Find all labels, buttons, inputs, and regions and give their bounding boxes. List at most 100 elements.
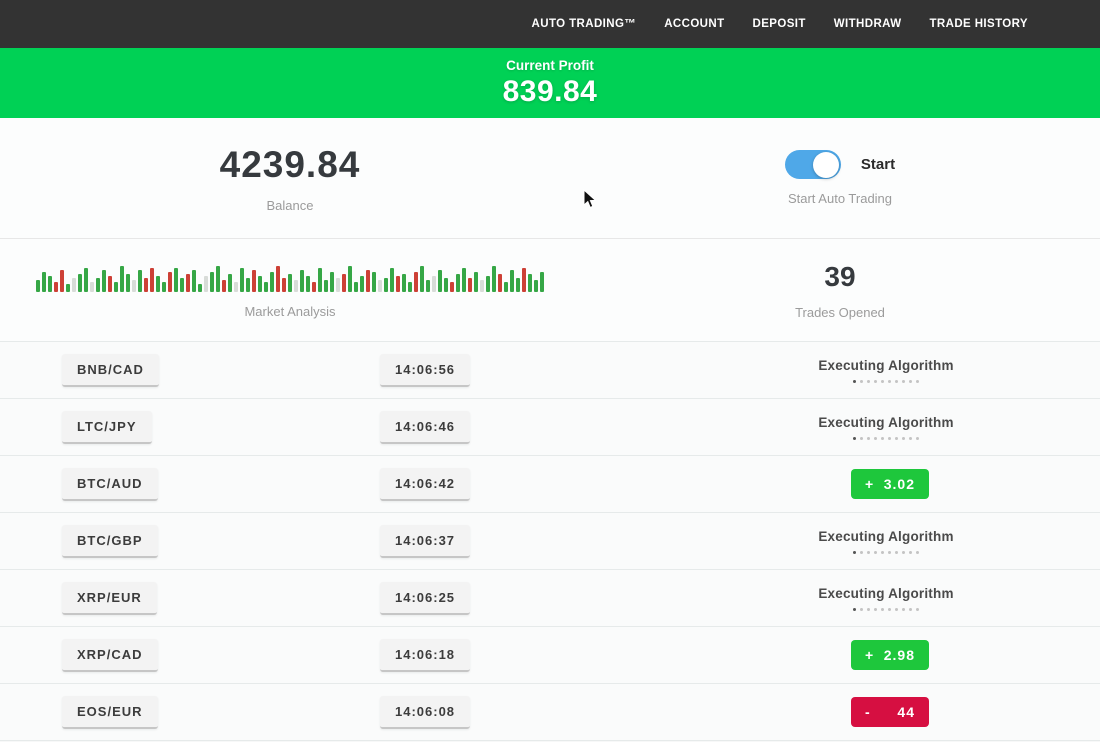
market-bar bbox=[96, 277, 100, 292]
profit-badge: +2.98 bbox=[851, 640, 929, 670]
progress-dot bbox=[916, 607, 919, 611]
market-bar bbox=[174, 267, 178, 292]
trades-opened-value: 39 bbox=[824, 260, 856, 292]
nav-item-withdraw[interactable]: WITHDRAW bbox=[833, 18, 902, 30]
market-bar bbox=[330, 271, 334, 292]
market-bar bbox=[132, 279, 136, 292]
progress-dot bbox=[860, 379, 863, 383]
progress-dot bbox=[909, 550, 912, 554]
current-profit-banner: Current Profit 839.84 bbox=[0, 48, 1100, 118]
nav-item-deposit[interactable]: DEPOSIT bbox=[752, 18, 806, 30]
toggle-knob bbox=[813, 151, 840, 178]
market-bar bbox=[90, 281, 94, 292]
market-bar bbox=[450, 281, 454, 292]
market-bar bbox=[462, 267, 466, 292]
executing-status: Executing Algorithm bbox=[818, 586, 953, 611]
market-bar bbox=[156, 275, 160, 292]
market-bar bbox=[498, 273, 502, 292]
market-bar bbox=[516, 277, 520, 292]
market-bar bbox=[348, 265, 352, 292]
market-bar bbox=[60, 269, 64, 292]
time-badge: 14:06:37 bbox=[380, 524, 471, 558]
progress-dot bbox=[895, 436, 898, 440]
market-bar bbox=[186, 273, 190, 292]
loss-badge: - 44 bbox=[851, 697, 929, 727]
market-bar bbox=[360, 275, 364, 292]
progress-dot bbox=[874, 379, 877, 383]
market-bar bbox=[138, 269, 142, 292]
trades-opened-label: Trades Opened bbox=[795, 304, 885, 320]
trade-row: BTC/GBP 14:06:37 Executing Algorithm bbox=[0, 513, 1100, 570]
market-bar bbox=[216, 265, 220, 292]
top-navbar: AUTO TRADING™ ACCOUNT DEPOSIT WITHDRAW TRADE… bbox=[0, 0, 1100, 48]
progress-dot bbox=[853, 379, 856, 383]
progress-dot bbox=[874, 436, 877, 440]
market-bar bbox=[354, 281, 358, 292]
pair-badge: EOS/EUR bbox=[62, 695, 158, 729]
progress-dot bbox=[874, 607, 877, 611]
progress-dot bbox=[860, 436, 863, 440]
nav-item-trade-history[interactable]: TRADE HISTORY bbox=[929, 18, 1028, 30]
market-bar bbox=[366, 269, 370, 292]
balance-value: 4239.84 bbox=[219, 143, 361, 185]
trade-row: LTC/JPY 14:06:46 Executing Algorithm bbox=[0, 399, 1100, 456]
market-bar bbox=[456, 273, 460, 292]
auto-trading-toggle[interactable] bbox=[784, 150, 841, 179]
progress-dot bbox=[888, 379, 891, 383]
progress-dot bbox=[909, 379, 912, 383]
trade-row: BNB/CAD 14:06:56 Executing Algorithm bbox=[0, 342, 1100, 399]
nav-item-account[interactable]: ACCOUNT bbox=[664, 18, 725, 30]
time-badge: 14:06:18 bbox=[380, 638, 471, 672]
market-bar bbox=[534, 279, 538, 292]
market-bar bbox=[84, 267, 88, 292]
result-value: 2.98 bbox=[883, 647, 915, 663]
market-bar bbox=[522, 267, 526, 292]
market-row: Market Analysis 39 Trades Opened bbox=[0, 238, 1100, 341]
executing-label: Executing Algorithm bbox=[818, 585, 954, 601]
market-bar bbox=[504, 281, 508, 292]
executing-status: Executing Algorithm bbox=[818, 529, 953, 554]
progress-dot bbox=[867, 436, 870, 440]
market-bar bbox=[444, 277, 448, 292]
time-badge: 14:06:25 bbox=[380, 581, 471, 615]
progress-dots bbox=[853, 436, 919, 440]
market-bar bbox=[378, 279, 382, 292]
market-bar bbox=[288, 273, 292, 292]
market-bar bbox=[438, 269, 442, 292]
progress-dot bbox=[909, 607, 912, 611]
time-badge: 14:06:42 bbox=[380, 467, 471, 501]
progress-dot bbox=[902, 550, 905, 554]
market-bar bbox=[276, 265, 280, 292]
toggle-label: Start bbox=[860, 156, 896, 173]
executing-label: Executing Algorithm bbox=[818, 414, 954, 430]
progress-dot bbox=[867, 550, 870, 554]
market-bar bbox=[48, 275, 52, 292]
pair-badge: BTC/AUD bbox=[62, 467, 158, 501]
market-bar bbox=[336, 277, 340, 292]
market-bar bbox=[372, 271, 376, 292]
progress-dot bbox=[853, 436, 856, 440]
progress-dot bbox=[916, 550, 919, 554]
progress-dot bbox=[902, 607, 905, 611]
result-value: 3.02 bbox=[883, 476, 915, 492]
time-badge: 14:06:08 bbox=[380, 695, 471, 729]
market-bar bbox=[474, 271, 478, 292]
market-bar bbox=[408, 281, 412, 292]
progress-dot bbox=[916, 379, 919, 383]
market-bar bbox=[78, 273, 82, 292]
market-bar bbox=[486, 275, 490, 292]
time-badge: 14:06:46 bbox=[380, 410, 471, 444]
progress-dot bbox=[916, 436, 919, 440]
progress-dot bbox=[895, 550, 898, 554]
progress-dot bbox=[860, 607, 863, 611]
market-bar bbox=[384, 277, 388, 292]
market-bar bbox=[390, 267, 394, 292]
trades-feed: BNB/CAD 14:06:56 Executing Algorithm LTC/JP… bbox=[0, 341, 1100, 741]
pair-badge: BNB/CAD bbox=[62, 353, 159, 387]
stats-section: 4239.84 Balance Start Start Auto Trading… bbox=[0, 118, 1100, 341]
progress-dot bbox=[895, 379, 898, 383]
market-bar bbox=[126, 273, 130, 292]
nav-item-auto-trading[interactable]: AUTO TRADING™ bbox=[531, 18, 637, 30]
market-bar bbox=[300, 269, 304, 292]
market-bar bbox=[312, 281, 316, 292]
